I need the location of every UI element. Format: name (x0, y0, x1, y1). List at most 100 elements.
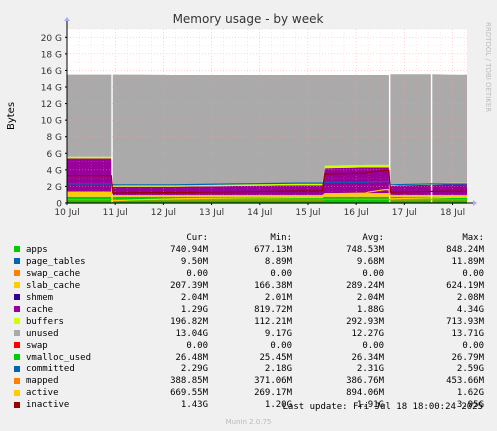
legend-max: 453.66M (446, 376, 484, 387)
legend-min: 677.13M (254, 244, 292, 255)
legend-header: Cur: Min: Avg: Max: (10, 233, 484, 245)
munin-version: Munin 2.0.75 (225, 418, 272, 426)
legend-row-mapped: mapped 388.85M 371.06M 386.76M 453.66M (10, 376, 484, 388)
legend-name: shmem (26, 292, 54, 303)
chart-title: Memory usage - by week (173, 12, 324, 26)
legend-min: 25.45M (259, 352, 292, 363)
legend-row-cache: cache 1.29G 819.72M 1.88G 4.34G (10, 305, 484, 317)
x-tick-label: 17 Jul (392, 208, 417, 218)
legend-max: 13.71G (451, 328, 484, 339)
legend-table: Cur: Min: Avg: Max: apps 740.94M 677.13M 74… (10, 233, 484, 412)
y-tick-label: 12 G (41, 100, 62, 110)
legend-row-swap: swap 0.00 0.00 0.00 0.00 (10, 341, 484, 353)
legend-max: 2.08M (456, 292, 484, 303)
legend-name: apps (26, 244, 48, 255)
area-slab_cache (67, 191, 467, 197)
y-tick-label: 20 G (41, 34, 62, 44)
legend-avg: 9.68M (356, 256, 384, 267)
legend-cur: 388.85M (170, 376, 208, 387)
legend-max: 2.59G (456, 364, 484, 375)
legend-min: 269.17M (254, 388, 292, 399)
legend-name: cache (26, 304, 54, 315)
legend-min: 0.00 (270, 268, 292, 279)
legend-name: swap_cache (26, 268, 81, 279)
y-tick-label: 8 G (46, 133, 62, 143)
legend-min: 2.18G (264, 364, 292, 375)
col-min: Min: (270, 233, 292, 243)
legend-name: unused (26, 328, 59, 339)
memory-chart: 0 2 G 4 G 6 G 8 G 10 G 12 G 14 G 16 G 18 G 20 G 10 … (6, 12, 492, 218)
legend-swatch (14, 365, 20, 372)
legend-max: 848.24M (446, 244, 484, 255)
legend-swatch (14, 258, 20, 265)
legend-min: 819.72M (254, 304, 292, 315)
y-tick-label: 10 G (41, 117, 62, 127)
legend-cur: 1.29G (180, 304, 208, 315)
legend-max: 11.89M (451, 256, 484, 267)
legend-name: slab_cache (26, 280, 81, 291)
legend-swatch (14, 342, 20, 349)
legend-avg: 0.00 (362, 340, 384, 351)
legend-avg: 292.93M (346, 316, 384, 327)
area-unused (67, 74, 467, 186)
legend-cur: 9.50M (180, 256, 208, 267)
legend-cur: 0.00 (186, 268, 208, 279)
legend-max: 0.00 (462, 340, 484, 351)
x-tick-label: 14 Jul (247, 208, 272, 218)
legend-avg: 1.91G (356, 400, 384, 411)
legend-row-apps: apps 740.94M 677.13M 748.53M 848.24M (10, 245, 484, 257)
legend-swatch (14, 401, 20, 408)
legend-cur: 1.43G (180, 400, 208, 411)
legend-name: inactive (26, 400, 70, 411)
legend-swatch (14, 318, 20, 325)
col-cur: Cur: (186, 233, 208, 243)
axes (64, 17, 477, 206)
legend-swatch (14, 330, 20, 337)
y-tick-label: 18 G (41, 50, 62, 60)
legend-avg: 1.88G (356, 304, 384, 315)
y-tick-label: 6 G (46, 150, 62, 160)
y-tick-label: 2 G (46, 183, 62, 193)
x-axis-arrow (473, 200, 477, 206)
legend-cur: 196.82M (170, 316, 208, 327)
legend-avg: 386.76M (346, 376, 384, 387)
legend-cur: 0.00 (186, 340, 208, 351)
legend-min: 112.21M (254, 316, 292, 327)
legend-cur: 2.29G (180, 364, 208, 375)
legend-name: committed (26, 364, 75, 375)
rrdtool-watermark: RRDTOOL / TOBI OETIKER (484, 22, 492, 112)
legend-name: vmalloc_used (26, 352, 92, 363)
legend-row-active: active 669.55M 269.17M 894.06M 1.62G (10, 388, 484, 400)
legend-max: 4.34G (456, 304, 484, 315)
legend-swatch (14, 282, 20, 289)
legend-avg: 894.06M (346, 388, 384, 399)
legend-avg: 289.24M (346, 280, 384, 291)
x-tick-label: 11 Jul (103, 208, 128, 218)
legend-name: mapped (26, 376, 59, 387)
legend-avg: 12.27G (351, 328, 384, 339)
legend-max: 624.19M (446, 280, 484, 291)
y-tick-label: 0 (56, 200, 62, 210)
legend-row-shmem: shmem 2.04M 2.01M 2.04M 2.08M (10, 293, 484, 305)
legend-row-vmalloc_used: vmalloc_used 26.48M 25.45M 26.34M 26.79M (10, 353, 484, 365)
legend-avg: 26.34M (351, 352, 384, 363)
legend-swatch (14, 294, 20, 301)
col-max: Max: (462, 233, 484, 243)
legend-name: swap (26, 340, 48, 351)
legend-avg: 2.04M (356, 292, 384, 303)
legend-cur: 13.04G (175, 328, 208, 339)
legend-swatch (14, 389, 20, 396)
y-axis-label: Bytes (6, 102, 17, 130)
y-tick-label: 16 G (41, 67, 62, 77)
gap-2 (430, 29, 433, 203)
legend-swatch (14, 354, 20, 361)
legend-row-page_tables: page_tables 9.50M 8.89M 9.68M 11.89M (10, 257, 484, 269)
legend-row-unused: unused 13.04G 9.17G 12.27G 13.71G (10, 329, 484, 341)
legend-max: 0.00 (462, 268, 484, 279)
legend-min: 0.00 (270, 340, 292, 351)
legend-min: 2.01M (264, 292, 292, 303)
legend-max: 26.79M (451, 352, 484, 363)
legend-cur: 2.04M (180, 292, 208, 303)
legend-avg: 2.31G (356, 364, 384, 375)
x-tick-label: 16 Jul (344, 208, 369, 218)
